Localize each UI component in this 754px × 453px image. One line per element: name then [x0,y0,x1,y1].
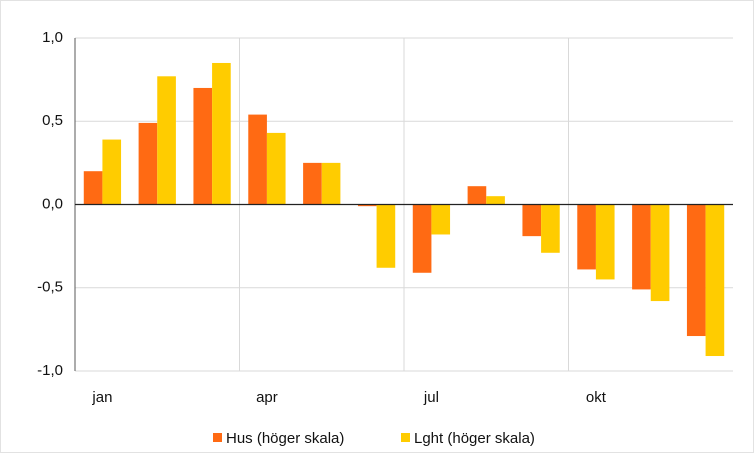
legend-swatch [401,433,410,442]
bar [212,62,231,205]
bar [357,204,377,207]
bar [248,114,267,205]
x-tick-label: okt [586,389,607,406]
y-tick-label: 1,0 [42,29,63,46]
bar [138,122,158,205]
x-tick-label: jan [91,389,112,406]
bar [102,139,122,205]
bar [412,204,432,273]
y-tick-label: -1,0 [37,362,63,379]
y-tick-label: 0,5 [42,112,63,129]
bar [376,204,396,268]
bar [705,204,725,357]
bar [157,76,176,205]
legend-label: Lght (höger skala) [414,430,535,447]
bar [303,162,322,205]
y-tick-label: 0,0 [42,195,63,212]
bar [467,186,487,205]
bar [486,196,505,205]
bar [522,204,542,237]
bar [577,204,596,270]
bar [321,162,341,205]
x-tick-label: jul [423,389,439,406]
x-tick-label: apr [256,389,278,406]
bar [541,204,560,253]
bar [193,87,213,205]
bar [632,204,651,290]
bar [83,171,103,205]
bar [686,204,706,337]
bar [650,204,670,302]
bar [595,204,615,280]
bar [266,132,286,205]
y-tick-label: -0,5 [37,279,63,296]
legend-swatch [213,433,222,442]
bar [431,204,451,235]
legend-label: Hus (höger skala) [226,430,344,447]
